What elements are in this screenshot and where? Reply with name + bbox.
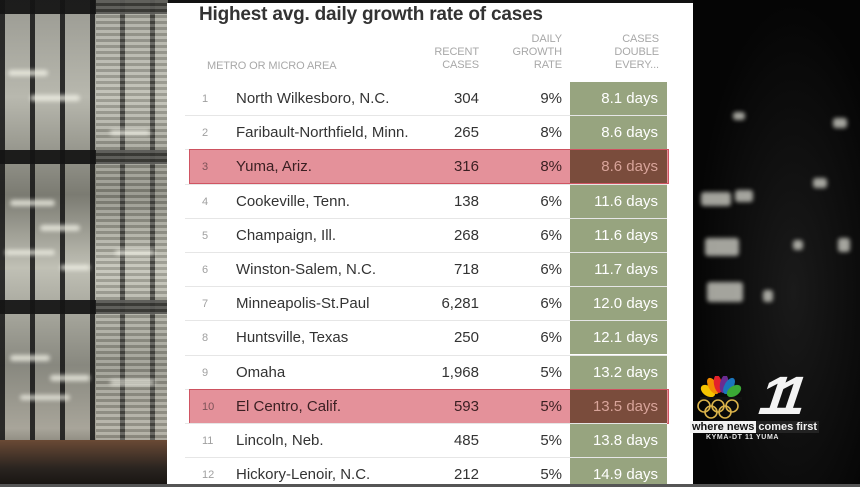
row-growth-rate: 5% xyxy=(540,431,562,449)
row-doubling-time: 12.1 days xyxy=(570,321,667,355)
row-divider xyxy=(185,354,667,356)
table-row: 9 Omaha 1,968 5% 13.2 days xyxy=(167,355,693,390)
row-growth-rate: 6% xyxy=(540,192,562,210)
column-header-cases-double-every: CASES DOUBLE EVERY... xyxy=(614,33,659,71)
row-recent-cases: 593 xyxy=(453,397,479,415)
row-area: Hickory-Lenoir, N.C. xyxy=(236,466,371,484)
row-recent-cases: 265 xyxy=(453,124,479,142)
row-divider xyxy=(185,183,667,185)
row-growth-rate: 6% xyxy=(540,295,562,313)
table-row: 3 Yuma, Ariz. 316 8% 8.6 days xyxy=(167,149,693,185)
row-rank: 9 xyxy=(202,366,209,379)
row-growth-rate: 5% xyxy=(540,466,562,484)
row-doubling-time: 12.0 days xyxy=(570,287,667,321)
row-rank: 2 xyxy=(202,127,209,140)
row-doubling-time: 8.6 days xyxy=(570,150,667,184)
row-rank: 7 xyxy=(202,298,209,311)
row-doubling-time: 11.6 days xyxy=(570,184,667,218)
row-recent-cases: 304 xyxy=(453,90,479,107)
station-callsign: KYMA-DT 11 YUMA xyxy=(706,434,780,441)
table-row: 11 Lincoln, Neb. 485 5% 13.8 days xyxy=(167,423,693,459)
table-row: 7 Minneapolis-St.Paul 6,281 6% 12.0 days xyxy=(167,287,693,322)
row-area: North Wilkesboro, N.C. xyxy=(236,90,390,107)
row-recent-cases: 212 xyxy=(453,466,479,484)
table-row: 2 Faribault-Northfield, Minn. 265 8% 8.6… xyxy=(167,116,693,151)
table-row: 5 Champaign, Ill. 268 6% 11.6 days xyxy=(167,218,693,253)
row-growth-rate: 6% xyxy=(540,260,562,278)
row-doubling-time: 13.2 days xyxy=(570,355,667,389)
column-header-recent-cases: RECENT CASES xyxy=(434,46,479,71)
table-row: 1 North Wilkesboro, N.C. 304 9% 8.1 days xyxy=(167,82,693,117)
row-growth-rate: 6% xyxy=(540,329,562,347)
background-office-building xyxy=(0,0,168,487)
row-area: Champaign, Ill. xyxy=(236,226,337,244)
row-area: El Centro, Calif. xyxy=(236,397,342,415)
row-rank: 12 xyxy=(202,469,215,482)
row-divider xyxy=(185,115,667,117)
nbc-peacock-icon xyxy=(700,376,742,400)
row-area: Winston-Salem, N.C. xyxy=(236,260,377,278)
row-recent-cases: 138 xyxy=(453,192,479,210)
row-growth-rate: 6% xyxy=(540,226,562,244)
station-channel-number: 11 xyxy=(755,366,801,426)
row-doubling-time: 13.8 days xyxy=(570,423,667,457)
table-body: 1 North Wilkesboro, N.C. 304 9% 8.1 days… xyxy=(167,82,693,487)
growth-rate-table-panel: Highest avg. daily growth rate of cases … xyxy=(167,3,693,487)
row-growth-rate: 5% xyxy=(540,363,562,381)
row-doubling-time: 11.7 days xyxy=(570,252,667,286)
row-doubling-time: 8.6 days xyxy=(570,116,667,150)
row-recent-cases: 6,281 xyxy=(441,295,479,313)
row-area: Omaha xyxy=(236,363,286,381)
row-doubling-time: 11.6 days xyxy=(570,218,667,252)
row-growth-rate: 8% xyxy=(540,124,562,142)
table-row: 8 Huntsville, Texas 250 6% 12.1 days xyxy=(167,321,693,356)
column-header-daily-growth-rate: DAILY GROWTH RATE xyxy=(512,33,562,71)
row-area: Faribault-Northfield, Minn. xyxy=(236,124,409,142)
row-area: Yuma, Ariz. xyxy=(236,158,312,176)
row-rank: 5 xyxy=(202,229,209,242)
table-row: 6 Winston-Salem, N.C. 718 6% 11.7 days xyxy=(167,252,693,288)
row-divider xyxy=(185,251,667,253)
olympic-rings-icon xyxy=(697,399,739,419)
row-recent-cases: 1,968 xyxy=(441,363,479,381)
station-logo: 11 where news comes first KYMA-DT 11 YUMA xyxy=(688,366,828,444)
row-rank: 10 xyxy=(202,400,215,413)
table-row: 10 El Centro, Calif. 593 5% 13.5 days xyxy=(167,388,693,424)
row-divider xyxy=(185,217,667,219)
row-divider xyxy=(185,320,667,322)
row-recent-cases: 485 xyxy=(453,431,479,449)
row-rank: 3 xyxy=(202,161,209,174)
row-growth-rate: 9% xyxy=(540,90,562,107)
row-rank: 11 xyxy=(202,434,214,447)
row-growth-rate: 5% xyxy=(540,397,562,415)
table-row: 4 Cookeville, Tenn. 138 6% 11.6 days xyxy=(167,184,693,219)
row-rank: 4 xyxy=(202,195,209,208)
row-doubling-time: 14.9 days xyxy=(570,458,667,487)
row-divider xyxy=(185,422,667,424)
row-area: Cookeville, Tenn. xyxy=(236,192,350,210)
row-doubling-time: 8.1 days xyxy=(570,82,667,115)
row-growth-rate: 8% xyxy=(540,158,562,176)
table-title: Highest avg. daily growth rate of cases xyxy=(199,4,543,25)
row-rank: 8 xyxy=(202,332,209,345)
row-rank: 6 xyxy=(202,263,209,276)
row-divider xyxy=(185,457,667,459)
row-area: Minneapolis-St.Paul xyxy=(236,295,370,313)
background-night-building xyxy=(693,0,860,487)
row-divider xyxy=(185,286,667,288)
row-recent-cases: 316 xyxy=(453,158,479,176)
row-area: Lincoln, Neb. xyxy=(236,431,324,449)
row-recent-cases: 268 xyxy=(453,226,479,244)
top-letterbox-bar xyxy=(0,0,860,3)
row-doubling-time: 13.5 days xyxy=(570,389,667,423)
column-header-area: METRO OR MICRO AREA xyxy=(207,60,337,72)
station-tagline: where news comes first xyxy=(690,421,820,433)
table-row: 12 Hickory-Lenoir, N.C. 212 5% 14.9 days xyxy=(167,458,693,487)
row-area: Huntsville, Texas xyxy=(236,329,349,347)
row-recent-cases: 718 xyxy=(453,260,479,278)
row-rank: 1 xyxy=(202,93,209,105)
bottom-letterbox-bar xyxy=(0,484,860,487)
row-recent-cases: 250 xyxy=(453,329,479,347)
